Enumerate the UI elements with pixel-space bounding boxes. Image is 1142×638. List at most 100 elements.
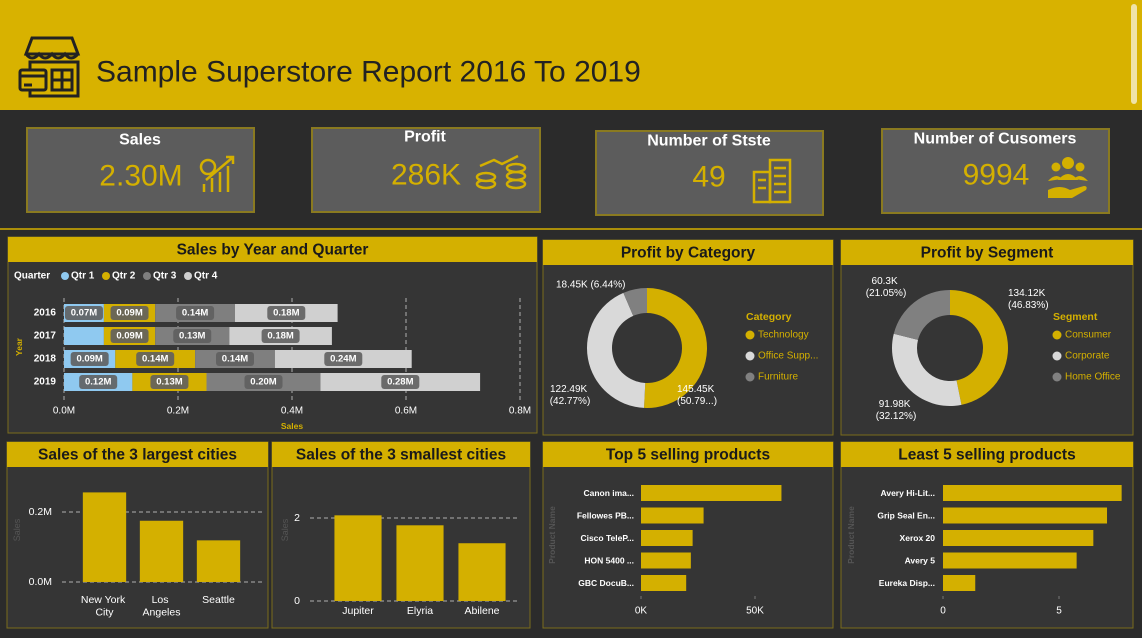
data-label: 0.18M — [273, 308, 299, 319]
panel-title-bar — [7, 442, 268, 467]
kpi-icon — [199, 155, 235, 192]
data-label-box — [244, 375, 283, 389]
x-axis-title: Sales — [281, 421, 303, 431]
data-label-box — [176, 306, 215, 320]
legend-title: Quarter — [14, 271, 50, 282]
donut-slice — [892, 333, 962, 406]
bar — [943, 575, 976, 591]
legend-swatch — [745, 351, 755, 361]
chart-title: Least 5 selling products — [898, 447, 1075, 464]
legend-swatch — [1052, 372, 1062, 382]
x-tick-label: 0 — [940, 606, 946, 617]
kpi-label: Number of Stste — [647, 133, 771, 150]
legend-title: Category — [746, 311, 792, 323]
y-tick-label: Xerox 20 — [900, 533, 936, 543]
label-line: (21.05%) — [866, 288, 907, 299]
x-tick-label: 5 — [1056, 606, 1062, 617]
bar — [641, 507, 704, 524]
label-line: Angeles — [143, 607, 181, 619]
data-label: 0.09M — [76, 354, 102, 365]
data-label: 0.18M — [267, 331, 293, 342]
donut-slice — [586, 292, 646, 408]
data-label-box — [64, 306, 103, 320]
bar — [458, 543, 506, 601]
chart-title: Sales of the 3 smallest cities — [296, 447, 506, 464]
kpi-icon — [1048, 157, 1088, 198]
x-tick-label: Seattle — [202, 594, 235, 606]
x-tick-label: 0.6M — [395, 406, 417, 417]
data-label: 134.12K (46.83%) — [1008, 288, 1049, 311]
data-label: 0.13M — [156, 377, 182, 388]
bar — [334, 515, 382, 601]
data-label: 0.09M — [116, 308, 142, 319]
label-line: 145.45K — [677, 384, 717, 395]
data-label: 0.14M — [142, 354, 168, 365]
page-title: Sample Superstore Report 2016 To 2019 — [96, 56, 641, 89]
data-label: 145.45K (50.79...) — [677, 384, 717, 407]
y-tick-label: 2019 — [34, 377, 57, 388]
x-tick-label: Elyria — [407, 605, 433, 617]
icon-person — [1051, 162, 1061, 172]
label-line: Los — [152, 594, 172, 606]
data-label: 0.24M — [330, 354, 356, 365]
icon-person — [1075, 162, 1085, 172]
y-tick-label: 0.2M — [29, 506, 52, 518]
bar — [943, 552, 1077, 569]
x-tick-label: 0.4M — [281, 406, 303, 417]
legend-swatch — [1052, 330, 1062, 340]
x-tick-label: Jupiter — [342, 605, 374, 617]
label-line: (32.12%) — [876, 411, 917, 422]
data-label-box — [136, 352, 175, 366]
x-tick-label: Abilene — [464, 605, 499, 617]
y-tick-label: Grip Seal En... — [877, 511, 935, 521]
icon-trend — [479, 154, 519, 168]
icon-windows — [758, 166, 786, 194]
kpi-card: Number of Cusomers 9994 — [881, 128, 1110, 214]
y-tick-label: Avery 5 — [905, 556, 936, 566]
donut-slice — [950, 290, 1008, 405]
data-label: 0.09M — [116, 331, 142, 342]
data-label-box — [261, 329, 300, 343]
y-tick-label: HON 5400 ... — [584, 556, 634, 566]
data-label: 0.13M — [179, 331, 205, 342]
data-label: 0.14M — [182, 308, 208, 319]
bar — [196, 540, 241, 582]
header-band — [0, 0, 1142, 110]
label-line: 122.49K — [550, 384, 590, 395]
icon-card — [18, 68, 48, 92]
icon-building — [768, 158, 792, 204]
label-line: 60.3K — [872, 276, 901, 287]
icon-window — [50, 68, 74, 92]
y-axis-title: Year — [14, 337, 24, 356]
kpi-icon — [752, 158, 792, 204]
data-label-box — [267, 306, 306, 320]
label-line: (42.77%) — [550, 396, 591, 407]
data-label: 91.98K (32.12%) — [876, 399, 917, 422]
data-label: 0.12M — [85, 377, 111, 388]
x-tick-label: 0.8M — [509, 406, 531, 417]
icon-bodies — [1048, 174, 1088, 181]
bar — [82, 492, 127, 582]
legend-swatch — [102, 272, 110, 280]
bar — [641, 485, 782, 501]
donut-slice — [893, 290, 950, 340]
panel-title-bar — [8, 237, 537, 262]
label-line: 134.12K — [1008, 288, 1048, 299]
data-label-box — [79, 375, 118, 389]
panel-title-bar — [272, 442, 530, 467]
data-label-box — [110, 306, 149, 320]
legend-label: Qtr 4 — [194, 271, 218, 282]
icon-hand — [1048, 186, 1087, 198]
bar — [943, 530, 1094, 546]
data-label: 18.45K (6.44%) — [556, 280, 626, 291]
label-line: 91.98K — [879, 399, 913, 410]
chart-title: Sales of the 3 largest cities — [38, 447, 237, 464]
kpi-card: Sales 2.30M — [26, 127, 255, 213]
data-label-box — [381, 375, 420, 389]
legend-swatch — [184, 272, 192, 280]
y-tick-label: GBC DocuB... — [578, 578, 634, 588]
kpi-icon — [475, 154, 527, 190]
panel-title-bar — [543, 240, 833, 265]
y-tick-label: 0 — [294, 595, 300, 607]
icon-coin — [199, 158, 217, 176]
